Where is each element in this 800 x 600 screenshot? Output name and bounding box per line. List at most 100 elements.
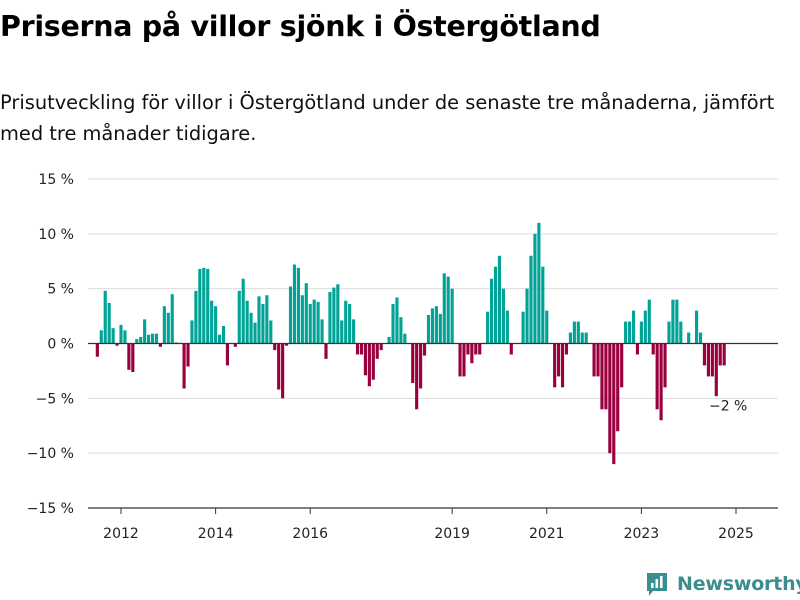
bar [568, 332, 572, 344]
bar [162, 306, 166, 344]
bar [438, 313, 442, 344]
bar [490, 278, 494, 344]
bar [663, 343, 667, 388]
bar [143, 319, 147, 344]
x-tick-label: 2016 [292, 526, 328, 542]
bar [170, 294, 174, 344]
bar [375, 343, 379, 359]
bar [99, 330, 103, 344]
bar [647, 299, 651, 344]
bar [462, 343, 466, 377]
bar [501, 288, 505, 344]
bar [154, 333, 159, 344]
bar [194, 290, 198, 344]
bar [430, 308, 435, 344]
bar [221, 325, 226, 344]
bar [458, 343, 462, 377]
bar [450, 288, 454, 344]
bar [371, 343, 375, 380]
bar [111, 328, 115, 344]
bar [352, 319, 356, 344]
bar [336, 284, 340, 344]
bar [387, 336, 391, 344]
bar [576, 321, 580, 344]
bar [572, 321, 576, 344]
bar [600, 343, 604, 410]
bar [324, 343, 328, 359]
bar [643, 310, 647, 344]
brand-logo[interactable]: Newsworthy [645, 569, 800, 599]
x-tick-label: 2019 [434, 526, 470, 542]
bar [359, 343, 364, 355]
bar [312, 299, 316, 344]
bar [584, 332, 588, 344]
x-tick-label: 2014 [198, 526, 234, 542]
bar [344, 300, 348, 344]
bar [328, 291, 332, 344]
bar [119, 324, 123, 344]
bar [474, 343, 478, 355]
bar [225, 343, 230, 366]
y-tick-label: −5 % [36, 391, 74, 407]
bar [367, 343, 371, 387]
bar [237, 290, 241, 344]
bar [521, 311, 525, 344]
bar [612, 343, 616, 465]
bar [529, 255, 533, 344]
newsworthy-logo-icon [647, 573, 667, 596]
bar [604, 343, 608, 410]
bar [596, 343, 600, 377]
bar [135, 339, 139, 344]
bar [624, 321, 628, 344]
bar [103, 290, 107, 344]
bar [214, 306, 218, 344]
bar [537, 222, 541, 344]
bar [363, 343, 367, 376]
bar [659, 343, 663, 421]
bar [419, 343, 423, 389]
chart-subtitle: Prisutveckling för villor i Östergötland… [0, 91, 775, 145]
bar [355, 343, 360, 355]
bar [127, 343, 131, 370]
x-tick-label: 2012 [103, 526, 139, 542]
bar [379, 343, 383, 351]
y-tick-label: 5 % [47, 282, 74, 298]
bar [541, 266, 545, 344]
bar [486, 311, 490, 344]
x-tick-label: 2025 [718, 526, 754, 542]
bar [639, 321, 643, 344]
bar [466, 343, 470, 355]
bar [249, 312, 253, 344]
bar [206, 268, 210, 344]
bar [706, 343, 710, 377]
bar [186, 343, 190, 367]
y-tick-label: 10 % [38, 227, 74, 243]
bar [269, 320, 273, 344]
x-tick-label: 2023 [624, 526, 660, 542]
bar [308, 304, 312, 344]
bar [107, 302, 111, 344]
bar [687, 332, 691, 344]
bar-chart: 15 % 10 % 5 % 0 % −5 % −10 % −15 % 2012 2014 2016… [27, 172, 778, 542]
bar [150, 333, 155, 344]
bar [348, 304, 352, 344]
bar [288, 286, 293, 344]
bar [316, 301, 320, 344]
bar [493, 266, 498, 344]
bar [261, 304, 265, 344]
bar [241, 278, 245, 344]
bar [497, 255, 502, 344]
bar [403, 333, 407, 344]
bar [608, 343, 612, 454]
bar [265, 295, 269, 344]
bar [710, 343, 714, 377]
bar [533, 233, 537, 344]
bar [442, 273, 446, 344]
bar [564, 343, 569, 355]
bar [434, 306, 438, 344]
bar [147, 334, 151, 344]
bar [320, 319, 324, 344]
bar [655, 343, 659, 410]
bar [415, 343, 419, 410]
bar [190, 320, 194, 344]
